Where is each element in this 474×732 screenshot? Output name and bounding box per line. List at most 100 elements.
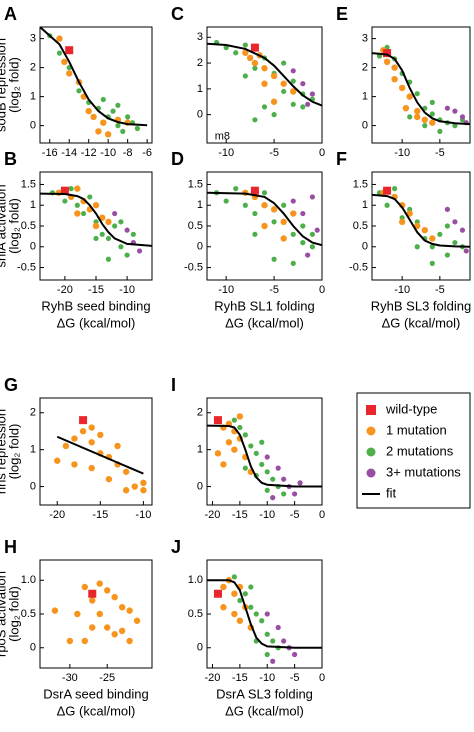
y-tick-label: 3 [30, 33, 36, 45]
y-axis-label: (log₂ fold) [6, 198, 21, 254]
panel-label: B [4, 149, 17, 169]
point [290, 231, 296, 237]
point [111, 593, 118, 601]
legend-marker [366, 426, 376, 436]
point [74, 202, 80, 208]
point [246, 54, 254, 62]
x-tick-label: 0 [319, 284, 325, 296]
point [231, 446, 238, 453]
fit-line [40, 27, 148, 127]
x-axis-label: DsrA seed binding [43, 686, 149, 701]
point [290, 260, 296, 266]
point [270, 72, 278, 80]
legend-label: 1 mutation [386, 422, 447, 437]
point [62, 442, 70, 450]
y-tick-label: 1.0 [21, 574, 36, 586]
point [421, 226, 428, 234]
point [105, 218, 112, 226]
point [74, 210, 81, 217]
point [248, 584, 254, 590]
point [220, 604, 227, 611]
x-tick-label: -5 [435, 284, 445, 296]
point [122, 468, 130, 475]
point [223, 198, 229, 204]
point [237, 424, 243, 431]
point [270, 658, 276, 664]
point [124, 252, 130, 258]
point [300, 223, 306, 229]
point [87, 194, 93, 200]
point [398, 218, 406, 226]
wild-type-point [213, 589, 222, 598]
point [220, 461, 227, 468]
point [140, 487, 147, 494]
x-tick-label: -14 [61, 147, 77, 159]
point [252, 117, 258, 123]
point [290, 198, 296, 204]
point [248, 443, 254, 449]
y-axis-label: (log₂ fold) [6, 424, 21, 480]
panel: I 0 1 2 -20 -15 -10 -5 0 [171, 375, 325, 521]
point [309, 194, 316, 200]
point [214, 450, 222, 457]
point [429, 111, 435, 117]
fit-line [207, 424, 322, 488]
wild-type-point [383, 186, 392, 195]
fit-line [56, 435, 144, 475]
point [429, 244, 435, 250]
y-tick-label: 0 [197, 480, 203, 492]
point [281, 491, 287, 497]
point [444, 252, 450, 258]
point [118, 627, 126, 635]
y-tick-label: 1.5 [21, 178, 36, 190]
point [259, 439, 265, 445]
point [406, 210, 413, 217]
point [300, 240, 306, 246]
point [437, 128, 443, 134]
point [126, 607, 133, 614]
point [81, 637, 89, 645]
axes-frame [206, 171, 323, 281]
y-tick-label: 0 [30, 480, 36, 492]
x-axis-label: ΔG (kcal/mol) [225, 315, 304, 330]
y-tick-label: -0.5 [349, 261, 368, 273]
point [429, 260, 435, 266]
wild-type-point [250, 43, 259, 52]
y-axis-label: (log₂ fold) [6, 586, 21, 642]
point [292, 651, 298, 658]
point [105, 256, 112, 262]
annotation: m8 [215, 130, 230, 142]
point [131, 483, 138, 490]
y-tick-label: 1 [30, 444, 36, 456]
panel: H 0 0.5 1.0 -30 -25 rpoS activation(log₂ fold)… [0, 537, 153, 718]
plot-area [51, 580, 141, 645]
point [264, 487, 270, 493]
axes-frame [39, 559, 153, 669]
point [114, 442, 121, 450]
x-tick-label: -20 [205, 672, 221, 684]
point [105, 475, 113, 483]
point [280, 80, 287, 87]
panel: J 0 0.5 1.0 -20 -15 -10 -5 0 DsrA SL3 folding ΔG (… [171, 537, 325, 719]
point [236, 413, 244, 420]
y-tick-label: 1 [362, 91, 368, 103]
point [54, 457, 61, 464]
y-tick-label: 3 [197, 31, 203, 43]
y-axis-label: shiA activation [0, 184, 8, 267]
x-tick-label: -10 [218, 147, 234, 159]
point [93, 235, 99, 242]
point [89, 597, 96, 604]
plot-area [207, 574, 322, 664]
panel-label: D [171, 149, 184, 169]
point [242, 591, 248, 597]
legend-label: wild-type [385, 401, 437, 416]
point [422, 123, 428, 129]
point [309, 231, 316, 237]
y-tick-label: 0.5 [21, 220, 36, 232]
x-tick-label: -15 [232, 672, 248, 684]
x-tick-label: -15 [88, 284, 104, 296]
point [51, 607, 59, 614]
point [429, 99, 435, 105]
point [421, 116, 428, 124]
axes-frame [371, 171, 471, 281]
